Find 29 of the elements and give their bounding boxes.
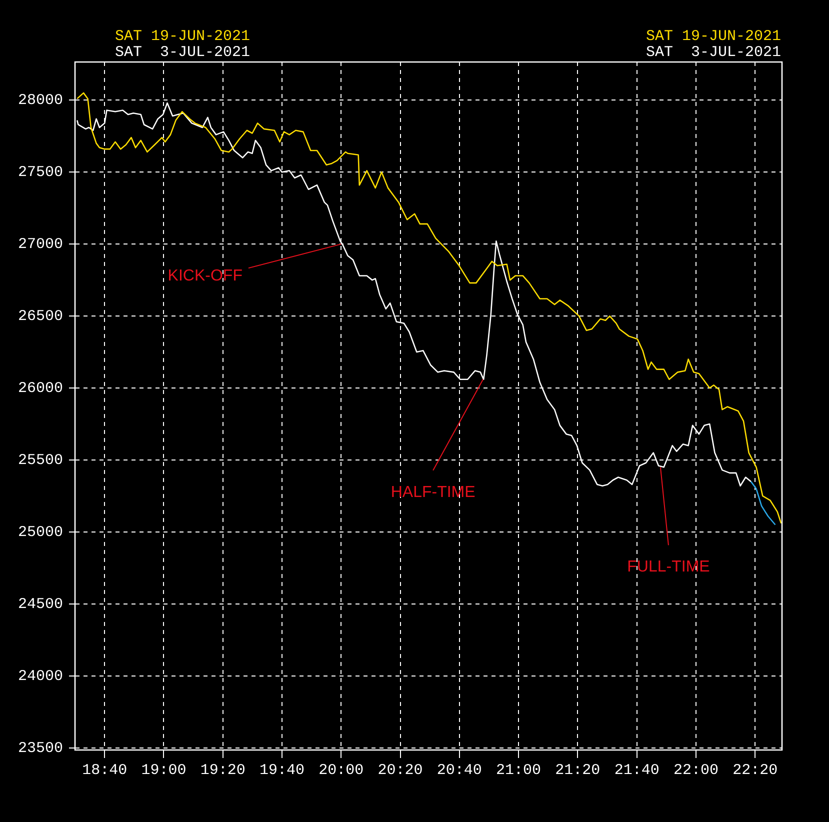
y-tick-label: 26000 xyxy=(18,380,64,397)
x-tick-label: 21:00 xyxy=(496,762,542,779)
y-tick-label: 27000 xyxy=(18,236,64,254)
x-tick-label: 18:40 xyxy=(82,762,128,779)
x-tick-label: 20:20 xyxy=(378,762,423,779)
y-tick-label: 24000 xyxy=(18,668,64,685)
annotation: KICK-OFF xyxy=(168,267,243,284)
x-tick-label: 21:20 xyxy=(555,762,600,779)
text: SAT 19-JUN-2021 xyxy=(115,28,250,45)
x-tick-label: 22:20 xyxy=(732,762,778,779)
annotation: HALF-TIME xyxy=(390,484,476,501)
x-tick-label: 22:00 xyxy=(673,762,718,779)
y-tick-label: 25500 xyxy=(18,452,64,469)
y-tick-label: 24500 xyxy=(18,596,64,613)
annotation: FULL-TIME xyxy=(627,558,710,576)
y-tick-label: 28000 xyxy=(18,92,64,110)
text: SAT 19-JUN-2021 xyxy=(646,28,781,45)
x-tick-label: 20:40 xyxy=(436,762,482,779)
x-tick-label: 19:00 xyxy=(141,762,186,779)
y-tick-label: 23500 xyxy=(18,740,64,757)
text: SAT 3-JUL-2021 xyxy=(646,44,781,61)
text: SAT 3-JUL-2021 xyxy=(115,44,250,61)
x-tick-label: 19:40 xyxy=(259,762,305,779)
y-tick-label: 26500 xyxy=(18,308,64,326)
y-tick-label: 27500 xyxy=(18,164,64,182)
x-tick-label: 20:00 xyxy=(318,762,364,779)
x-tick-label: 21:40 xyxy=(614,762,660,779)
y-tick-label: 25000 xyxy=(18,524,64,541)
x-tick-label: 19:20 xyxy=(200,762,246,779)
